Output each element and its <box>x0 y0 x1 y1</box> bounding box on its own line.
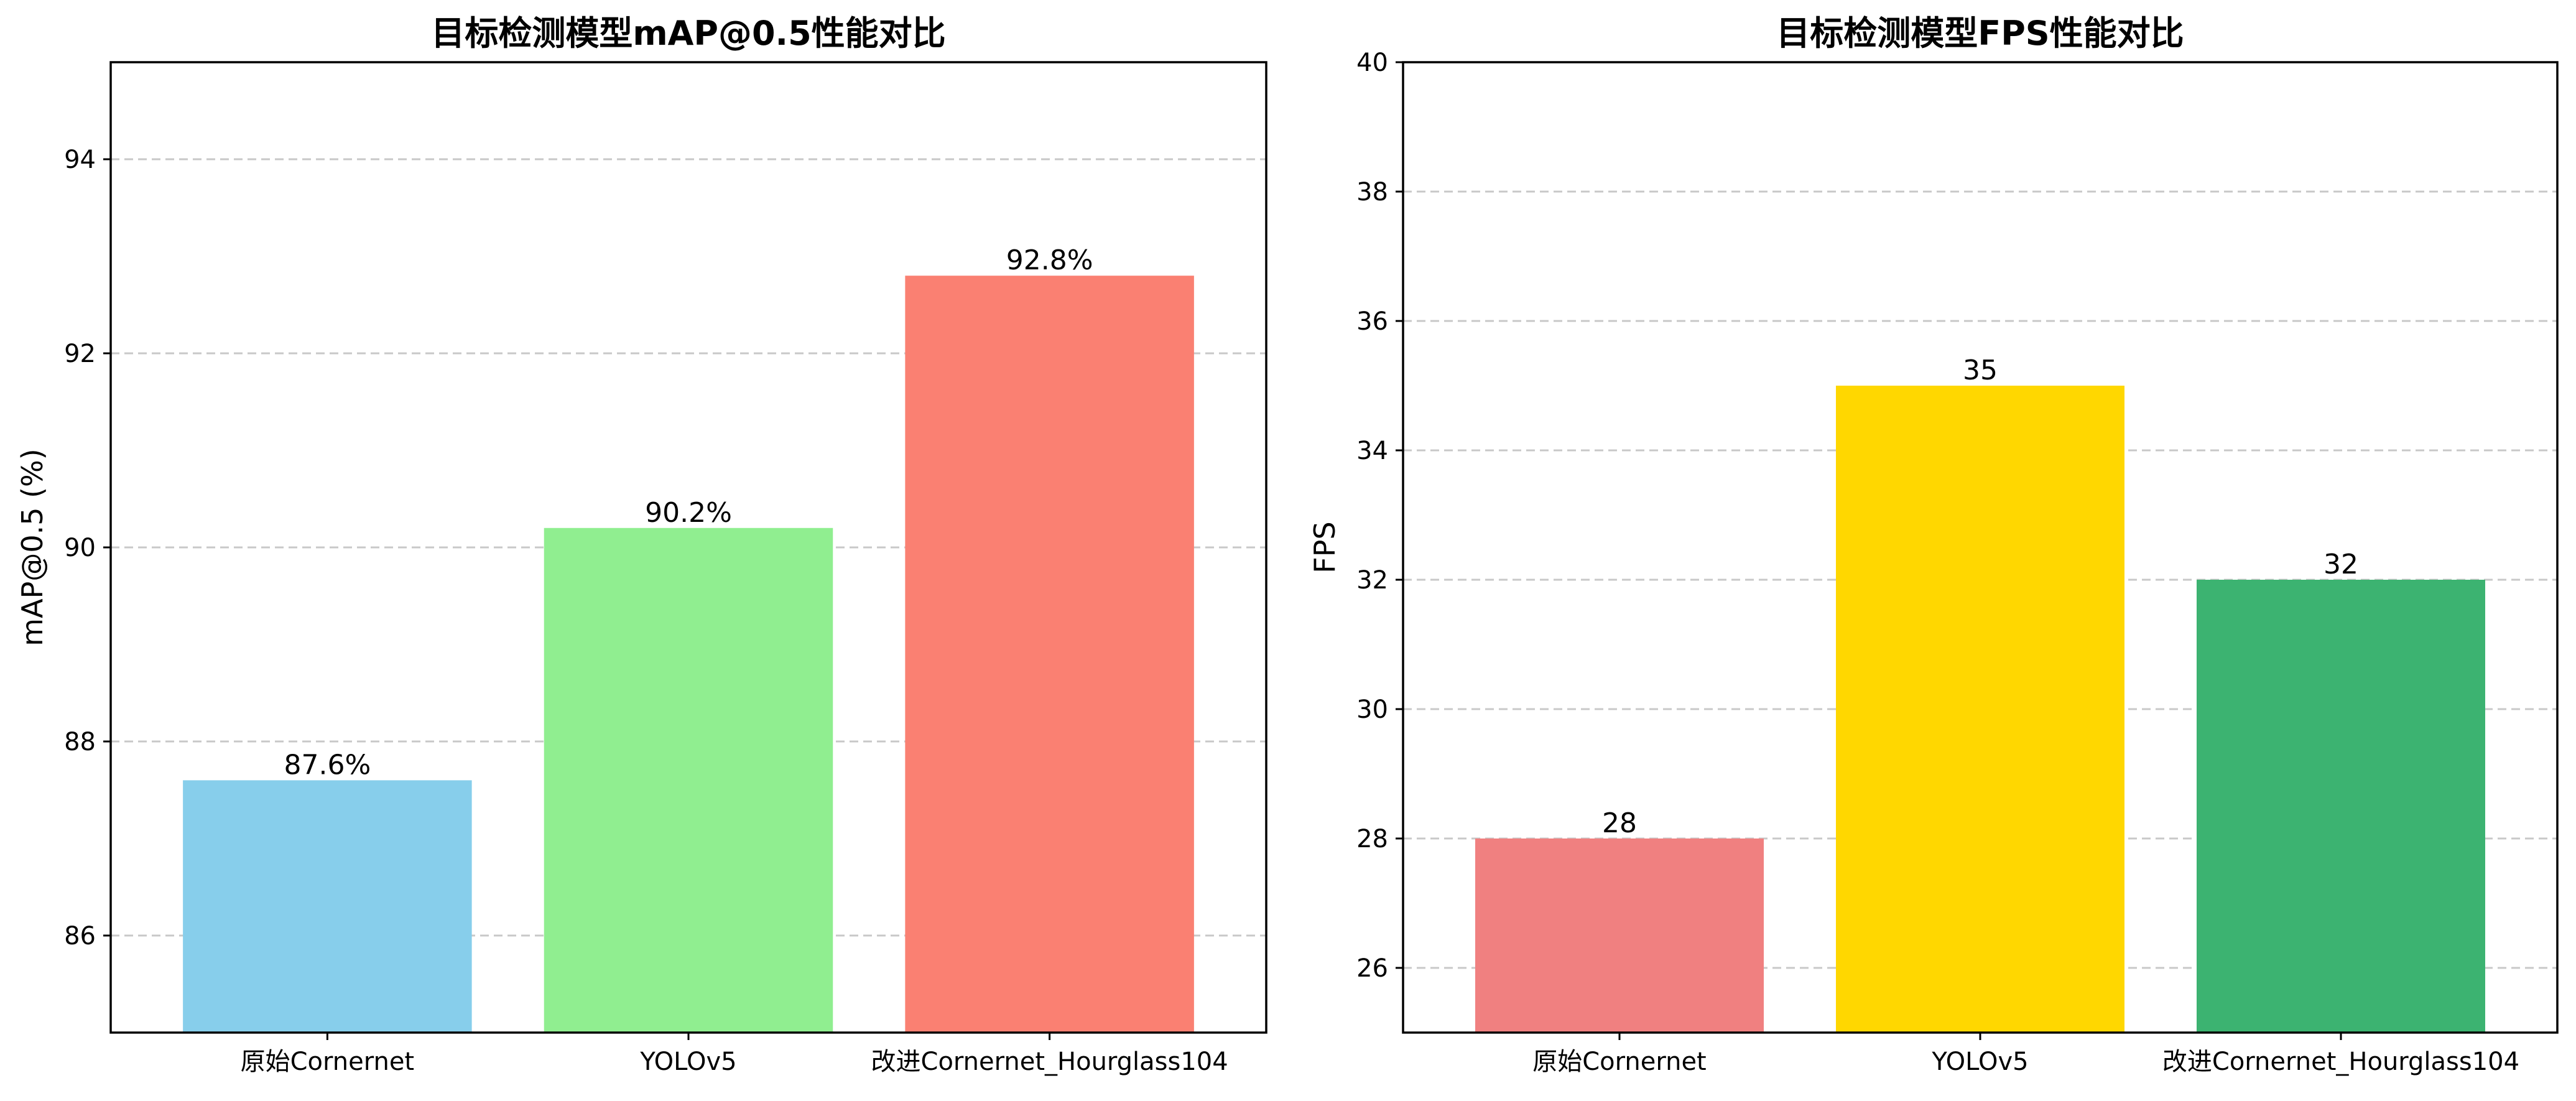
y-tick-label: 26 <box>1356 954 1388 983</box>
y-tick-label: 38 <box>1356 178 1388 207</box>
bar <box>183 780 472 1033</box>
bar <box>2197 580 2485 1033</box>
y-tick-label: 34 <box>1356 437 1388 465</box>
y-tick-label: 90 <box>64 534 96 562</box>
data-label: 92.8% <box>1006 244 1093 276</box>
bar <box>1475 839 1764 1033</box>
chart-title: 目标检测模型FPS性能对比 <box>1776 14 2184 53</box>
y-tick-label: 30 <box>1356 695 1388 724</box>
data-label: 87.6% <box>284 749 371 781</box>
chart-panel-1: 86 88 90 92 94 87.6% 原始Cornernet 90.2% YOLOv5 92.… <box>16 14 1267 1076</box>
y-axis-label: mAP@0.5 (%) <box>16 448 49 646</box>
y-tick-label: 32 <box>1356 566 1388 595</box>
x-tick-label: 原始Cornernet <box>241 1048 415 1076</box>
y-tick-label: 28 <box>1356 825 1388 853</box>
plot-frame <box>109 61 1267 1034</box>
y-axis-label: FPS <box>1308 521 1341 573</box>
data-label: 32 <box>2323 549 2358 580</box>
bar <box>1836 386 2124 1033</box>
data-label: 28 <box>1602 807 1637 839</box>
chart-title: 目标检测模型mAP@0.5性能对比 <box>431 14 945 53</box>
data-label: 35 <box>1963 355 1998 386</box>
y-tick-label: 92 <box>64 340 96 368</box>
bar <box>544 527 833 1033</box>
x-tick-label: 原始Cornernet <box>1532 1048 1707 1076</box>
y-tick-label: 94 <box>64 146 96 174</box>
x-tick-label: YOLOv5 <box>1931 1048 2028 1076</box>
chart-panel-2: 26 28 30 32 34 36 38 40 28 原始Cornernet 35 YOLOv5 32 改… <box>1308 14 2559 1076</box>
y-tick-label: 40 <box>1356 49 1388 77</box>
y-tick-label: 86 <box>64 922 96 950</box>
x-tick-label: 改进Cornernet_Hourglass104 <box>871 1048 1228 1076</box>
bar <box>905 276 1194 1033</box>
plot-frame <box>1402 61 2559 1034</box>
data-label: 90.2% <box>645 497 732 529</box>
y-tick-label: 36 <box>1356 307 1388 336</box>
x-tick-label: 改进Cornernet_Hourglass104 <box>2162 1048 2519 1076</box>
y-tick-label: 88 <box>64 728 96 756</box>
x-tick-label: YOLOv5 <box>639 1048 736 1076</box>
